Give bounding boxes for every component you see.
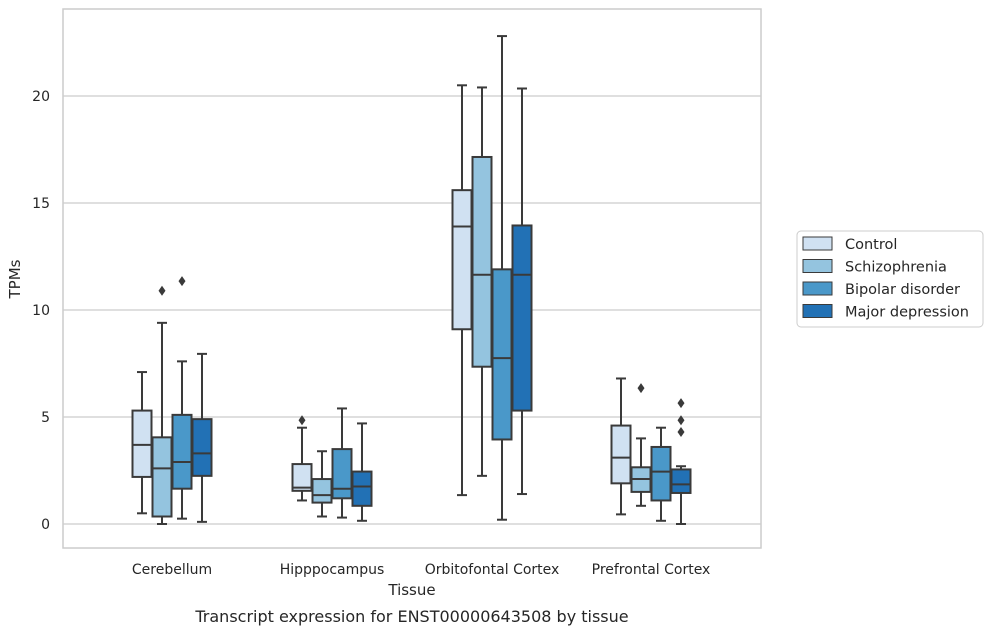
outlier-point [677,398,685,409]
box-body [311,478,333,504]
box [491,35,513,521]
legend-swatch [802,281,833,296]
x-tick-label: Prefrontal Cortex [592,562,711,578]
box-body [331,448,353,500]
legend-swatch [802,259,833,273]
outlier-point [298,415,306,426]
box-series [131,35,692,525]
x-tick-labels: Cerebellum Hipppocampus Orbitofontal Corte… [132,562,710,578]
box-body [451,189,473,331]
legend-swatch [802,304,833,318]
box-body [610,424,632,485]
box [191,352,213,523]
plot-frame [62,8,762,549]
box [131,371,153,515]
box [151,285,173,525]
legend-entry-label: Control [845,237,897,253]
legend: Control Schizophrenia Bipolar disorder Majo… [796,230,984,328]
outlier-point [178,276,186,287]
y-tick-label: 0 [41,517,50,533]
box-body [351,470,373,507]
outlier-point [677,426,685,437]
box-body [131,409,153,478]
outlier-point [637,383,645,394]
box [670,398,692,525]
legend-entry-label: Bipolar disorder [845,282,960,298]
y-tick-label: 15 [32,196,50,212]
y-axis-label: TPMs [6,259,24,299]
box [471,86,493,477]
box-body [291,463,313,492]
box-body [670,468,692,494]
box [610,377,632,516]
box [351,422,373,522]
box-body [191,418,213,477]
x-axis-label: Tissue [387,581,435,599]
chart-caption: Transcript expression for ENST0000064350… [194,607,628,626]
outlier-point [677,415,685,426]
box [630,383,652,507]
legend-entry-label: Major depression [845,305,969,321]
y-tick-label: 10 [32,303,50,319]
legend-swatch [802,236,833,251]
y-tick-label: 5 [41,410,50,426]
x-tick-label: Orbitofontal Cortex [425,562,560,578]
box [451,84,473,497]
box-body [151,436,173,518]
x-tick-label: Cerebellum [132,562,212,578]
box-body [171,413,193,490]
y-tick-label: 20 [32,89,50,105]
box-body [650,445,672,502]
legend-frame [796,230,984,328]
outlier-point [158,285,166,296]
box-body [491,268,513,441]
box-body [511,224,533,412]
x-tick-label: Hipppocampus [280,562,385,578]
y-tick-labels: 0 5 10 15 20 [32,89,50,533]
box [291,415,313,502]
legend-entry-label: Schizophrenia [845,260,947,276]
box-body [471,155,493,368]
box [511,87,533,496]
